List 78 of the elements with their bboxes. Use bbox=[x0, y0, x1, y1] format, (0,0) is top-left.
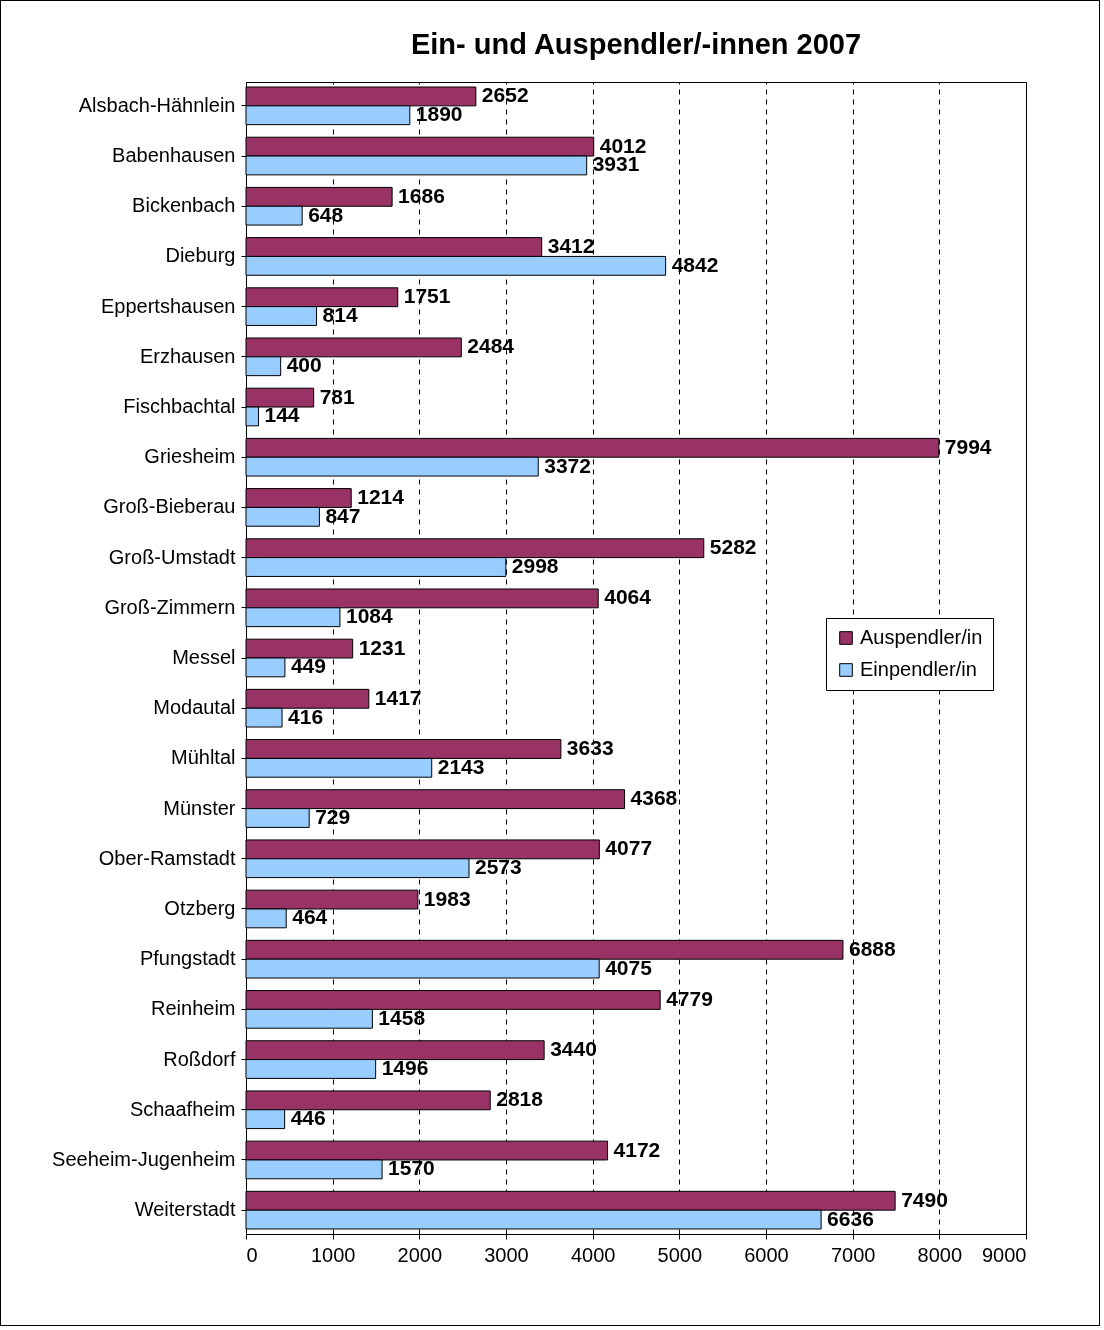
data-label: 449 bbox=[290, 654, 326, 678]
y-tick-label: Groß-Zimmern bbox=[104, 595, 236, 618]
data-label: 781 bbox=[319, 384, 356, 408]
data-label: 3633 bbox=[566, 735, 614, 759]
x-tick-label: 8000 bbox=[917, 1243, 963, 1266]
data-label: 2143 bbox=[437, 754, 485, 778]
x-tick-label: 6000 bbox=[744, 1243, 789, 1266]
x-tick-label: 7000 bbox=[830, 1243, 876, 1266]
data-label: 2998 bbox=[511, 554, 559, 578]
y-tick-label: Babenhausen bbox=[112, 144, 236, 167]
data-label: 7490 bbox=[901, 1187, 948, 1211]
data-label: 3440 bbox=[550, 1037, 597, 1061]
data-label: 814 bbox=[322, 303, 358, 327]
data-label: 6636 bbox=[827, 1206, 874, 1230]
data-label: 7994 bbox=[944, 434, 992, 458]
y-tick-label: Groß-Bieberau bbox=[103, 495, 236, 518]
x-tick-label: 0 bbox=[246, 1243, 258, 1266]
y-tick-label: Ober-Ramstadt bbox=[98, 846, 236, 869]
data-label: 648 bbox=[308, 202, 344, 226]
y-tick-label: Otzberg bbox=[164, 896, 236, 919]
x-tick-label: 2000 bbox=[397, 1243, 443, 1266]
data-label: 2484 bbox=[467, 334, 515, 358]
data-label: 2652 bbox=[481, 83, 529, 107]
data-label: 4172 bbox=[613, 1137, 661, 1161]
data-label: 4368 bbox=[630, 786, 678, 810]
y-tick-label: Weiterstadt bbox=[134, 1198, 236, 1221]
data-label: 446 bbox=[290, 1106, 326, 1130]
data-label: 4842 bbox=[671, 252, 719, 276]
data-label: 3412 bbox=[547, 234, 595, 258]
data-label: 400 bbox=[286, 353, 322, 377]
data-label: 1496 bbox=[381, 1055, 429, 1079]
y-tick-label: Fischbachtal bbox=[123, 395, 236, 418]
data-label: 1084 bbox=[345, 604, 393, 628]
y-tick-label: Roßdorf bbox=[163, 1047, 236, 1070]
data-label: 2573 bbox=[474, 855, 522, 879]
x-tick-label: 4000 bbox=[570, 1243, 616, 1266]
data-label: 729 bbox=[315, 805, 351, 828]
data-label: 4077 bbox=[605, 836, 653, 860]
x-tick-label: 5000 bbox=[657, 1243, 703, 1266]
x-tick-label: 9000 bbox=[982, 1243, 1027, 1266]
data-label: 4075 bbox=[605, 955, 653, 979]
data-label: 1570 bbox=[388, 1156, 435, 1180]
x-tick-label: 3000 bbox=[484, 1243, 529, 1266]
data-label: 5282 bbox=[709, 535, 757, 559]
x-tick-label: 1000 bbox=[310, 1243, 356, 1266]
data-label: 1751 bbox=[403, 284, 451, 308]
y-tick-label: Groß-Umstadt bbox=[108, 545, 236, 568]
y-tick-label: Pfungstadt bbox=[139, 947, 236, 970]
legend-label: Einpendler/in bbox=[860, 658, 977, 680]
y-tick-label: Alsbach-Hähnlein bbox=[78, 93, 236, 116]
data-label: 1890 bbox=[415, 102, 463, 126]
y-tick-label: Seeheim-Jugenheim bbox=[52, 1147, 236, 1170]
data-label: 4779 bbox=[666, 986, 713, 1010]
data-label: 3372 bbox=[544, 453, 591, 477]
y-tick-label: Münster bbox=[163, 796, 236, 819]
y-tick-label: Eppertshausen bbox=[100, 294, 236, 317]
data-label: 6888 bbox=[848, 936, 896, 960]
data-label: 144 bbox=[264, 403, 300, 427]
y-tick-label: Reinheim bbox=[151, 997, 236, 1020]
y-tick-label: Messel bbox=[172, 646, 236, 668]
data-label: 1417 bbox=[374, 685, 422, 709]
y-tick-label: Mühltal bbox=[171, 746, 236, 769]
y-tick-label: Erzhausen bbox=[139, 344, 236, 367]
y-tick-label: Schaafheim bbox=[129, 1097, 236, 1120]
data-label: 1458 bbox=[378, 1005, 426, 1029]
data-label: 1983 bbox=[423, 886, 471, 910]
data-label: 4064 bbox=[604, 585, 652, 609]
data-label: 416 bbox=[288, 704, 324, 728]
data-label: 464 bbox=[292, 905, 328, 929]
legend-label: Auspendler/in bbox=[860, 626, 983, 648]
data-label: 1686 bbox=[398, 183, 445, 207]
data-label: 2818 bbox=[496, 1087, 544, 1111]
y-tick-label: Griesheim bbox=[144, 445, 236, 468]
chart-title: Ein- und Auspendler/-innen 2007 bbox=[410, 28, 862, 60]
data-label: 1231 bbox=[358, 635, 406, 659]
y-tick-label: Bickenbach bbox=[132, 194, 236, 217]
y-tick-label: Dieburg bbox=[165, 244, 236, 267]
y-tick-label: Modautal bbox=[153, 696, 236, 719]
